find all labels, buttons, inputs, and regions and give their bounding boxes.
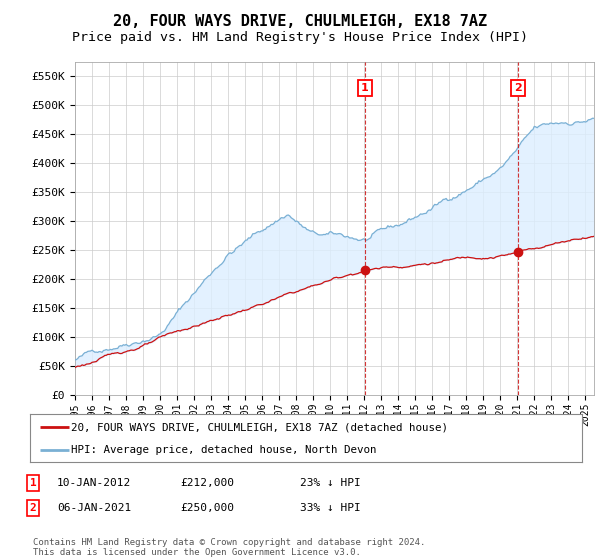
Text: £250,000: £250,000 xyxy=(180,503,234,513)
Text: 20, FOUR WAYS DRIVE, CHULMLEIGH, EX18 7AZ: 20, FOUR WAYS DRIVE, CHULMLEIGH, EX18 7A… xyxy=(113,14,487,29)
Text: 2: 2 xyxy=(514,83,522,94)
Text: 23% ↓ HPI: 23% ↓ HPI xyxy=(300,478,361,488)
Text: 33% ↓ HPI: 33% ↓ HPI xyxy=(300,503,361,513)
Text: 10-JAN-2012: 10-JAN-2012 xyxy=(57,478,131,488)
Text: HPI: Average price, detached house, North Devon: HPI: Average price, detached house, Nort… xyxy=(71,445,377,455)
Text: 2: 2 xyxy=(29,503,37,513)
Text: 06-JAN-2021: 06-JAN-2021 xyxy=(57,503,131,513)
Text: 1: 1 xyxy=(29,478,37,488)
Text: 1: 1 xyxy=(361,83,369,94)
Text: £212,000: £212,000 xyxy=(180,478,234,488)
Text: 20, FOUR WAYS DRIVE, CHULMLEIGH, EX18 7AZ (detached house): 20, FOUR WAYS DRIVE, CHULMLEIGH, EX18 7A… xyxy=(71,422,448,432)
Text: Contains HM Land Registry data © Crown copyright and database right 2024.
This d: Contains HM Land Registry data © Crown c… xyxy=(33,538,425,557)
Text: Price paid vs. HM Land Registry's House Price Index (HPI): Price paid vs. HM Land Registry's House … xyxy=(72,31,528,44)
